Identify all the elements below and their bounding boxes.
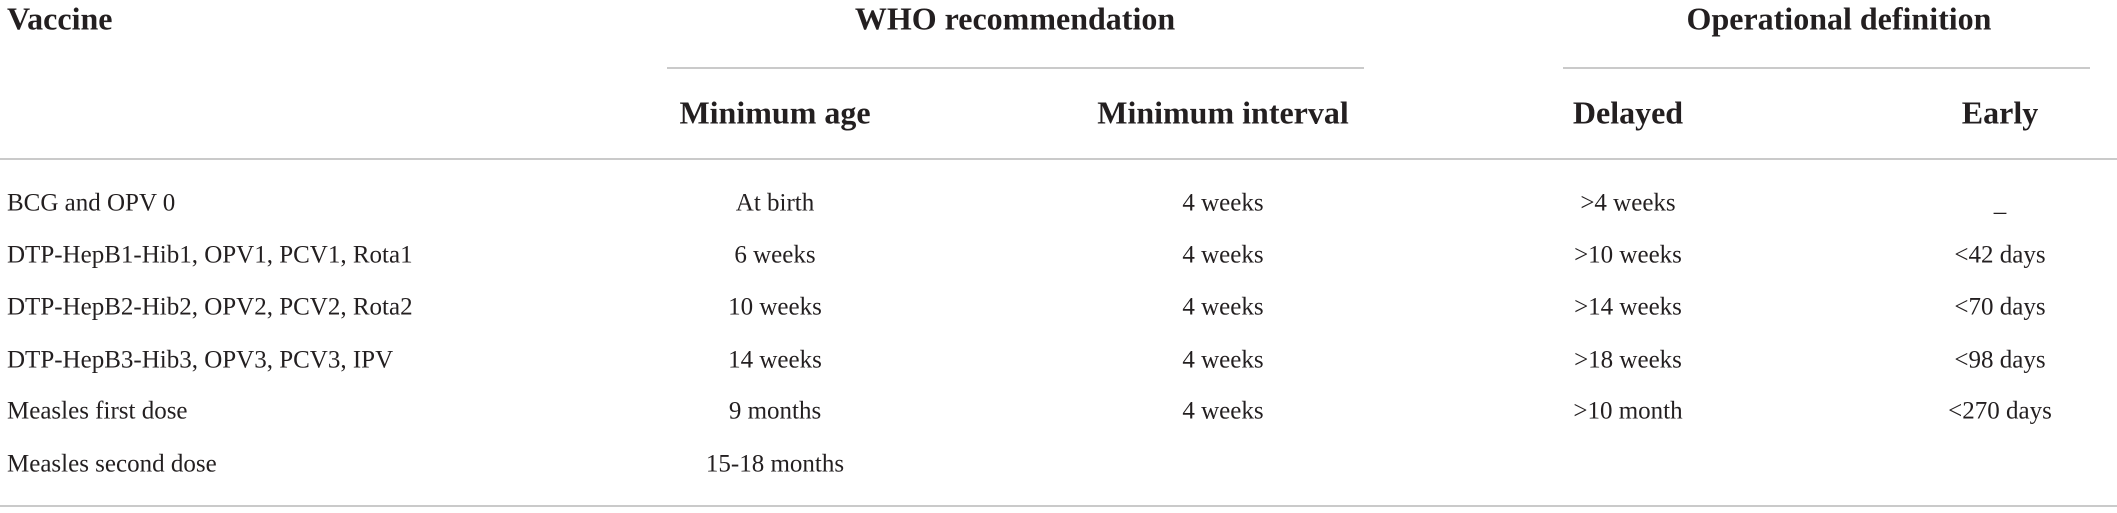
cell: >10 weeks [1574,242,1682,269]
cell: 4 weeks [1182,347,1263,374]
cell: 4 weeks [1182,242,1263,269]
cell: <42 days [1954,242,2045,269]
cell: >4 weeks [1580,190,1675,217]
group-header: WHO recommendation [855,0,1175,36]
row-label: Measles second dose [7,451,217,478]
cell: At birth [736,190,815,217]
cell: 4 weeks [1182,294,1263,321]
cell: <98 days [1954,347,2045,374]
cell: >18 weeks [1574,347,1682,374]
row-label: Measles first dose [7,398,188,425]
cell: 10 weeks [728,294,822,321]
row-label: DTP-HepB1-Hib1, OPV1, PCV1, Rota1 [7,242,413,269]
row-label: DTP-HepB3-Hib3, OPV3, PCV3, IPV [7,347,393,374]
column-header: Delayed [1573,94,1683,130]
cell: <270 days [1948,398,2052,425]
cell: 6 weeks [734,242,815,269]
cell: 4 weeks [1182,190,1263,217]
cell: >14 weeks [1574,294,1682,321]
cell: 15-18 months [706,451,844,478]
cell: 4 weeks [1182,398,1263,425]
cell: <70 days [1954,294,2045,321]
column-header: Minimum age [679,94,870,130]
group-header: Operational definition [1687,0,1992,36]
column-header: Minimum interval [1097,94,1349,130]
row-label: DTP-HepB2-Hib2, OPV2, PCV2, Rota2 [7,294,413,321]
column-header: Early [1962,94,2038,130]
cell: _ [1993,190,2007,217]
row-label: BCG and OPV 0 [7,190,175,217]
cell: >10 month [1573,398,1683,425]
cell: 9 months [729,398,821,425]
header-vaccine: Vaccine [7,0,112,36]
cell: 14 weeks [728,347,822,374]
